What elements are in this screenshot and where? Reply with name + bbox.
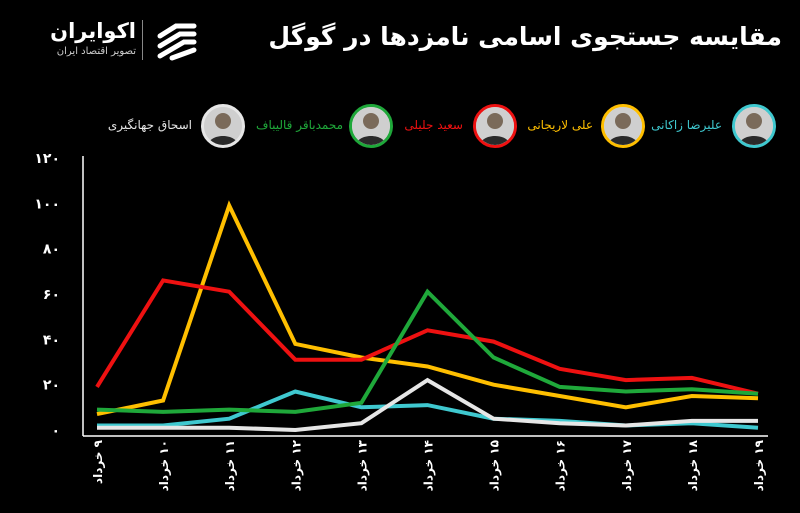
candidate-avatar xyxy=(601,104,645,148)
legend-label: سعید جلیلی xyxy=(404,118,463,132)
logo-mark-icon xyxy=(157,23,197,61)
candidate-avatar xyxy=(349,104,393,148)
y-tick-label: ۸۰ xyxy=(43,242,60,258)
x-tick-label: ۱۰ خرداد xyxy=(157,440,171,491)
series-line-5 xyxy=(97,377,758,433)
chart-title: مقایسه جستجوی اسامی نامزدها در گوگل xyxy=(268,22,782,51)
x-tick-label: ۱۷ خرداد xyxy=(620,439,634,491)
logo-tagline: تصویر اقتصاد ایران xyxy=(56,46,136,57)
brand-logo: اکوایران تصویر اقتصاد ایران xyxy=(18,14,208,74)
y-tick-label: ۶۰ xyxy=(43,287,60,303)
x-tick-label: ۱۳ خرداد xyxy=(355,439,369,491)
candidate-avatar xyxy=(732,104,776,148)
y-tick-label: ۴۰ xyxy=(43,332,60,348)
x-tick-label: ۱۸ خرداد xyxy=(686,439,700,491)
legend-label: محمدباقر قالیباف xyxy=(256,118,343,132)
logo-text: اکوایران تصویر اقتصاد ایران xyxy=(18,18,136,60)
series-line-4 xyxy=(96,288,759,414)
x-tick-label: ۹ خرداد xyxy=(91,439,105,484)
legend-item: علیرضا زاکانی xyxy=(0,104,800,148)
series-line-2 xyxy=(96,200,759,417)
x-tick-label: ۱۲ خرداد xyxy=(289,439,303,491)
legend-item: اسحاق جهانگیری xyxy=(0,104,800,148)
legend-item: سعید جلیلی xyxy=(0,104,800,148)
legend-label: علیرضا زاکانی xyxy=(651,118,722,132)
candidate-avatar xyxy=(201,104,245,148)
series-line-3 xyxy=(95,278,759,396)
y-tick-label: ۱۰۰ xyxy=(34,196,60,212)
x-tick-label: ۱۴ خرداد xyxy=(422,440,436,491)
x-tick-label: ۱۶ خرداد xyxy=(554,440,568,491)
x-tick-label: ۱۱ خرداد xyxy=(223,440,237,491)
y-tick-label: ۱۲۰ xyxy=(34,151,60,167)
legend-label: اسحاق جهانگیری xyxy=(107,118,192,132)
legend: علیرضا زاکانی علی لاریجانی سعید جلیلی محمدب… xyxy=(0,100,800,152)
y-tick-label: ۲۰ xyxy=(43,378,60,394)
header: مقایسه جستجوی اسامی نامزدها در گوگل اکوا… xyxy=(0,0,800,92)
candidate-avatar xyxy=(473,104,517,148)
x-tick-label: ۱۵ خرداد xyxy=(488,440,502,491)
logo-name: اکوایران xyxy=(50,19,136,43)
x-tick-label: ۱۹ خرداد xyxy=(752,439,766,491)
legend-label: علی لاریجانی xyxy=(527,118,593,132)
legend-item: علی لاریجانی xyxy=(0,104,800,148)
legend-item: محمدباقر قالیباف xyxy=(0,104,800,148)
logo-divider xyxy=(142,20,143,60)
y-tick-label: ۰ xyxy=(51,423,60,439)
